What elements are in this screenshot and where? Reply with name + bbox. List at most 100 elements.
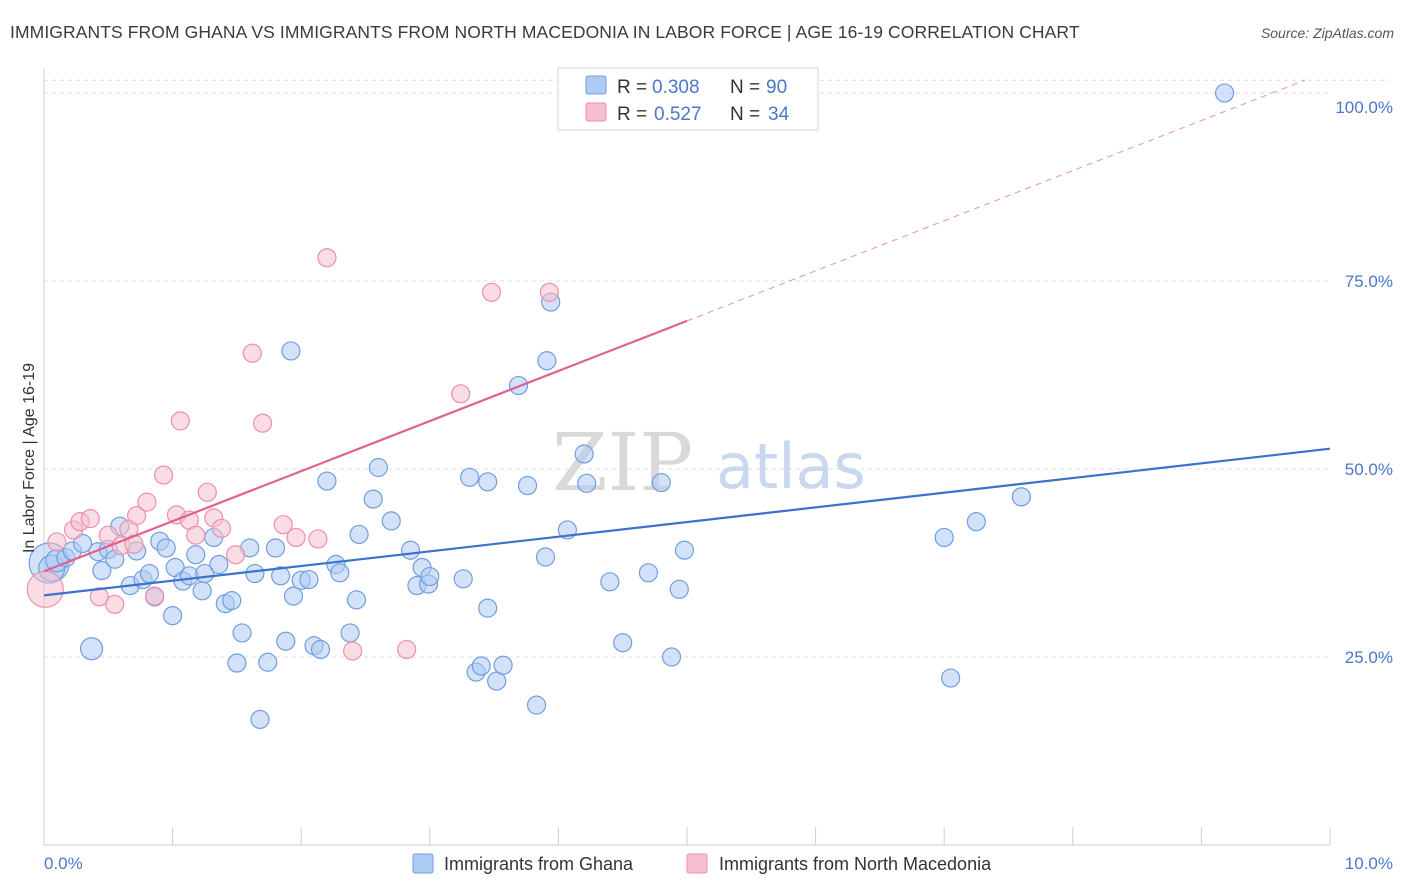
ghana-point (478, 472, 498, 492)
macedonia-point (47, 532, 67, 552)
ghana-point (281, 341, 301, 361)
ghana-point (139, 563, 160, 584)
ghana-point (283, 586, 304, 606)
ghana-point (317, 471, 337, 491)
macedonia-point (197, 482, 217, 502)
ghana-point (1011, 487, 1031, 507)
macedonia-series-label: Immigrants from North Macedonia (719, 854, 992, 874)
chart-title: IMMIGRANTS FROM GHANA VS IMMIGRANTS FROM… (10, 22, 1080, 42)
macedonia-point (308, 529, 328, 549)
y-tick-label: 50.0% (1345, 460, 1393, 479)
watermark-atlas: atlas (716, 430, 866, 503)
macedonia-point (273, 515, 293, 535)
stats-legend: R = 0.308 N = 90 R = 0.527 N = 34 (557, 67, 819, 131)
macedonia-point (170, 411, 190, 431)
ghana-point (420, 566, 440, 587)
macedonia-point (286, 527, 306, 548)
ghana-r-label: R = (617, 77, 647, 98)
ghana-point (966, 512, 986, 532)
ghana-point (363, 489, 383, 509)
ghana-point (535, 547, 556, 567)
macedonia-point (105, 594, 125, 614)
ghana-point (577, 473, 597, 493)
macedonia-legend-swatch (585, 102, 607, 122)
ghana-point (340, 623, 360, 643)
trend-layer (43, 79, 1331, 597)
ghana-point (258, 652, 278, 672)
macedonia-point (242, 343, 262, 363)
ghana-point (346, 590, 367, 610)
ghana-point (227, 653, 247, 673)
ghana-point (299, 569, 319, 590)
ghana-point (651, 472, 671, 493)
macedonia-n-label: N = (730, 104, 760, 125)
ghana-point (186, 545, 206, 565)
ghana-point (661, 647, 682, 667)
macedonia-point (226, 545, 246, 565)
macedonia-point (539, 282, 559, 302)
macedonia-trendline-extension (686, 79, 1306, 322)
watermark: ZIP atlas (552, 416, 866, 509)
ghana-point (192, 581, 212, 601)
macedonia-point (481, 282, 502, 302)
ghana-r-value: 0.308 (652, 77, 700, 98)
ghana-point (163, 606, 183, 626)
ghana-point (209, 554, 229, 575)
ghana-point (537, 351, 557, 371)
macedonia-point (98, 525, 118, 545)
macedonia-point (253, 413, 273, 433)
x-tick-label: 0.0% (44, 854, 83, 873)
ghana-point (349, 524, 369, 545)
macedonia-point (343, 641, 363, 661)
ghana-series-swatch (412, 853, 434, 874)
series-legend: Immigrants from Ghana Immigrants from No… (412, 853, 992, 874)
ghana-point (478, 598, 498, 618)
macedonia-point (126, 506, 147, 526)
ghana-point (613, 633, 633, 653)
macedonia-point (144, 586, 165, 606)
chart-source: Source: ZipAtlas.com (1260, 25, 1394, 41)
ghana-point (934, 527, 954, 548)
ticks-layer: 25.0% 50.0% 75.0% 100.0% 0.0% 10.0% (44, 98, 1393, 873)
ghana-n-value: 90 (766, 77, 787, 98)
ghana-legend-swatch (585, 75, 607, 95)
ghana-point (330, 563, 350, 583)
ghana-point (222, 591, 242, 611)
ghana-point (941, 668, 961, 688)
ghana-point (265, 538, 286, 558)
ghana-point (381, 511, 401, 531)
ghana-trendline (43, 447, 1331, 597)
ghana-point (669, 579, 689, 599)
watermark-zip: ZIP (552, 416, 693, 509)
ghana-point (310, 639, 331, 660)
ghana-point (493, 655, 513, 675)
axes-layer (43, 68, 1331, 846)
ghana-point (232, 623, 252, 643)
ghana-point (460, 467, 480, 487)
macedonia-n-value: 34 (768, 104, 790, 125)
ghana-point (92, 560, 112, 581)
y-tick-label: 75.0% (1345, 272, 1393, 291)
ghana-point (453, 569, 473, 589)
ghana-point (250, 709, 270, 730)
ghana-point (276, 631, 296, 651)
ghana-point (517, 475, 538, 496)
ghana-n-label: N = (730, 77, 760, 98)
ghana-point (574, 444, 594, 464)
macedonia-point (317, 248, 337, 268)
y-tick-label: 25.0% (1345, 648, 1393, 667)
macedonia-point (153, 465, 174, 485)
ghana-point (72, 533, 93, 554)
macedonia-point (397, 639, 417, 660)
macedonia-point (451, 384, 471, 404)
ghana-point (245, 563, 265, 584)
y-axis-label: In Labor Force | Age 16-19 (21, 363, 38, 553)
macedonia-series-swatch (686, 853, 708, 874)
ghana-point (156, 538, 176, 558)
macedonia-r-value: 0.527 (654, 104, 702, 125)
ghana-point (526, 695, 547, 715)
points-layer (26, 83, 1235, 730)
ghana-point (368, 457, 388, 478)
macedonia-trendline (43, 319, 688, 573)
